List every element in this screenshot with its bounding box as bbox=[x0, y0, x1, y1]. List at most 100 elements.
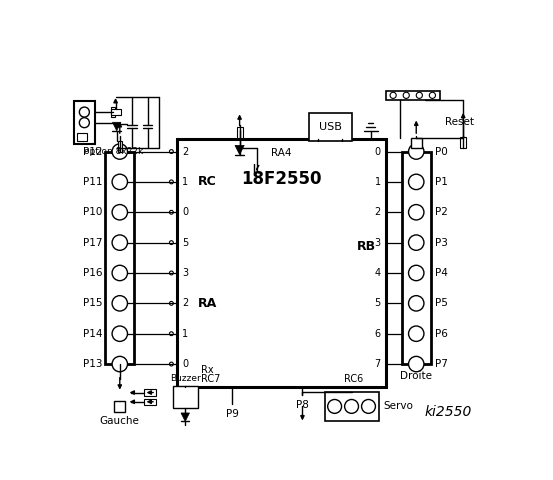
Text: P10: P10 bbox=[83, 207, 102, 217]
Text: 5: 5 bbox=[374, 299, 381, 308]
Text: P8: P8 bbox=[296, 400, 309, 410]
Bar bbox=[325, 392, 378, 421]
Text: P15: P15 bbox=[82, 299, 102, 308]
Polygon shape bbox=[112, 122, 121, 131]
Text: 0: 0 bbox=[375, 146, 381, 156]
Circle shape bbox=[169, 240, 173, 244]
Circle shape bbox=[112, 326, 128, 341]
Text: P4: P4 bbox=[435, 268, 447, 278]
Circle shape bbox=[403, 92, 409, 98]
Text: USB: USB bbox=[319, 122, 342, 132]
Text: Gauche: Gauche bbox=[100, 416, 140, 426]
Circle shape bbox=[409, 174, 424, 190]
Circle shape bbox=[416, 92, 422, 98]
Text: RC: RC bbox=[199, 175, 217, 188]
Text: P6: P6 bbox=[435, 329, 447, 339]
Text: RC7: RC7 bbox=[201, 374, 221, 384]
Bar bbox=[77, 133, 87, 141]
Circle shape bbox=[409, 326, 424, 341]
Text: P14: P14 bbox=[82, 329, 102, 339]
Text: option 8x22k: option 8x22k bbox=[85, 147, 144, 156]
Text: RA4: RA4 bbox=[271, 148, 292, 158]
Text: P7: P7 bbox=[435, 359, 447, 369]
Bar bbox=[177, 139, 386, 387]
Circle shape bbox=[80, 107, 90, 117]
Circle shape bbox=[112, 144, 128, 159]
Bar bbox=[105, 152, 134, 364]
Text: 0: 0 bbox=[182, 359, 188, 369]
Text: Buzzer: Buzzer bbox=[170, 373, 201, 383]
Text: RC6: RC6 bbox=[344, 374, 363, 384]
Circle shape bbox=[409, 204, 424, 220]
Bar bbox=[237, 127, 243, 138]
Text: 6: 6 bbox=[375, 329, 381, 339]
Circle shape bbox=[328, 399, 342, 413]
Text: RA: RA bbox=[199, 297, 217, 310]
Bar bbox=[111, 109, 121, 115]
Bar bbox=[401, 152, 431, 364]
Text: 0: 0 bbox=[182, 207, 188, 217]
Text: Rx: Rx bbox=[201, 365, 214, 375]
Circle shape bbox=[409, 356, 424, 372]
Text: P13: P13 bbox=[82, 359, 102, 369]
Text: 1: 1 bbox=[182, 177, 188, 187]
Circle shape bbox=[112, 356, 128, 372]
Circle shape bbox=[169, 180, 173, 184]
Circle shape bbox=[169, 150, 173, 154]
Bar bbox=[144, 389, 156, 396]
Circle shape bbox=[112, 174, 128, 190]
Circle shape bbox=[390, 92, 396, 98]
Circle shape bbox=[345, 399, 358, 413]
Bar bbox=[386, 91, 440, 100]
Circle shape bbox=[409, 265, 424, 281]
Text: 4: 4 bbox=[375, 268, 381, 278]
Bar bbox=[460, 137, 466, 148]
Circle shape bbox=[112, 204, 128, 220]
Circle shape bbox=[169, 210, 173, 214]
Circle shape bbox=[169, 362, 173, 366]
Text: 2: 2 bbox=[182, 299, 189, 308]
Circle shape bbox=[112, 235, 128, 251]
Circle shape bbox=[80, 118, 90, 128]
Text: ki2550: ki2550 bbox=[424, 405, 472, 419]
Bar bbox=[114, 401, 125, 412]
Text: P11: P11 bbox=[82, 177, 102, 187]
Circle shape bbox=[112, 296, 128, 311]
Circle shape bbox=[169, 332, 173, 336]
Text: 3: 3 bbox=[182, 268, 188, 278]
Circle shape bbox=[429, 92, 435, 98]
Text: P16: P16 bbox=[82, 268, 102, 278]
Text: P3: P3 bbox=[435, 238, 447, 248]
Text: Servo: Servo bbox=[383, 401, 413, 411]
Text: 1: 1 bbox=[182, 329, 188, 339]
Text: Reset: Reset bbox=[445, 117, 474, 127]
Text: P1: P1 bbox=[435, 177, 447, 187]
Circle shape bbox=[362, 399, 375, 413]
Bar bbox=[111, 107, 115, 117]
Text: 3: 3 bbox=[375, 238, 381, 248]
Text: P9: P9 bbox=[226, 409, 239, 420]
Circle shape bbox=[169, 271, 173, 275]
Text: P2: P2 bbox=[435, 207, 447, 217]
Text: 2: 2 bbox=[374, 207, 381, 217]
Bar bbox=[309, 113, 352, 141]
Circle shape bbox=[169, 301, 173, 305]
Bar bbox=[74, 101, 95, 144]
Circle shape bbox=[112, 265, 128, 281]
Bar bbox=[411, 138, 421, 148]
Text: 18F2550: 18F2550 bbox=[241, 170, 322, 188]
Bar bbox=[144, 399, 156, 405]
Text: 1: 1 bbox=[375, 177, 381, 187]
Text: 7: 7 bbox=[374, 359, 381, 369]
Text: Droite: Droite bbox=[400, 371, 432, 381]
Text: 2: 2 bbox=[182, 146, 189, 156]
Text: 5: 5 bbox=[182, 238, 189, 248]
Polygon shape bbox=[181, 413, 190, 421]
Circle shape bbox=[409, 235, 424, 251]
Text: P12: P12 bbox=[82, 146, 102, 156]
Text: P5: P5 bbox=[435, 299, 447, 308]
Circle shape bbox=[409, 144, 424, 159]
Polygon shape bbox=[235, 145, 244, 155]
Bar bbox=[118, 141, 122, 152]
Text: P0: P0 bbox=[435, 146, 447, 156]
